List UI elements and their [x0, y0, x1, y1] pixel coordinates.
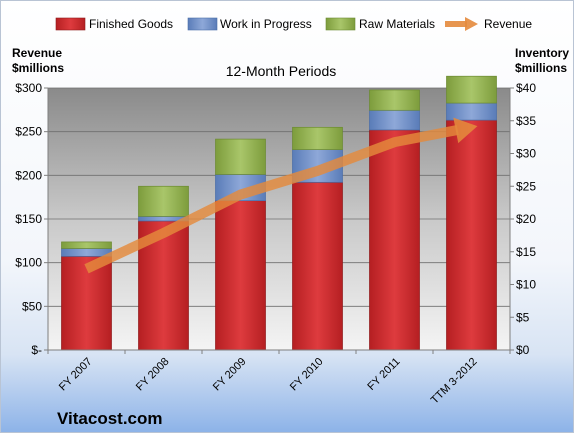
legend-swatch-finished-goods	[56, 18, 85, 30]
chart-title: 12-Month Periods	[226, 63, 337, 79]
right-tick-label: $20	[516, 212, 536, 226]
bar-raw-materials	[447, 76, 497, 103]
right-tick-label: $15	[516, 245, 536, 259]
x-tick-label: TTM 3-2012	[429, 356, 480, 407]
left-tick-label: $200	[15, 168, 42, 182]
bar-finished-goods	[293, 182, 343, 350]
legend: Finished Goods Work in Progress Raw Mate…	[56, 17, 532, 31]
bar-finished-goods	[370, 130, 420, 350]
x-tick-label: FY 2008	[134, 356, 172, 394]
bar-finished-goods	[62, 256, 112, 350]
bar-work-in-progress	[370, 110, 420, 130]
right-tick-label: $10	[516, 278, 536, 292]
right-axis-title-line2: $millions	[515, 61, 567, 75]
right-tick-label: $40	[516, 81, 536, 95]
legend-swatch-raw-materials	[326, 18, 355, 30]
left-tick-label: $50	[22, 299, 42, 313]
left-tick-label: $250	[15, 125, 42, 139]
bar-finished-goods	[447, 120, 497, 350]
legend-label-raw-materials: Raw Materials	[359, 17, 435, 31]
bar-raw-materials	[139, 186, 189, 216]
bar-finished-goods	[216, 201, 266, 350]
left-tick-label: $100	[15, 256, 42, 270]
x-tick-label: FY 2007	[57, 356, 95, 394]
x-tick-label: FY 2010	[288, 356, 326, 394]
left-tick-label: $150	[15, 212, 42, 226]
left-axis-title-line2: $millions	[12, 61, 64, 75]
right-tick-label: $30	[516, 147, 536, 161]
left-tick-label: $-	[31, 343, 42, 357]
bar-raw-materials	[216, 139, 266, 174]
right-tick-label: $0	[516, 343, 530, 357]
right-axis-title-line1: Inventory	[515, 46, 569, 60]
legend-swatch-work-in-progress	[188, 18, 217, 30]
bar-raw-materials	[293, 127, 343, 149]
left-tick-label: $300	[15, 81, 42, 95]
legend-swatch-revenue	[445, 17, 478, 31]
bar-raw-materials	[370, 90, 420, 110]
left-axis-title-line1: Revenue	[12, 46, 62, 60]
watermark: Vitacost.com	[57, 409, 163, 428]
x-axis-labels: FY 2007 FY 2008 FY 2009 FY 2010 FY 2011 TTM 3…	[57, 356, 480, 407]
right-tick-label: $5	[516, 310, 530, 324]
legend-label-work-in-progress: Work in Progress	[220, 17, 312, 31]
legend-label-finished-goods: Finished Goods	[89, 17, 173, 31]
bar-raw-materials	[62, 242, 112, 249]
x-tick-label: FY 2011	[365, 356, 402, 393]
right-tick-label: $25	[516, 179, 536, 193]
legend-label-revenue: Revenue	[484, 17, 532, 31]
x-tick-label: FY 2009	[211, 356, 249, 394]
bar-work-in-progress	[447, 103, 497, 120]
right-tick-label: $35	[516, 114, 536, 128]
